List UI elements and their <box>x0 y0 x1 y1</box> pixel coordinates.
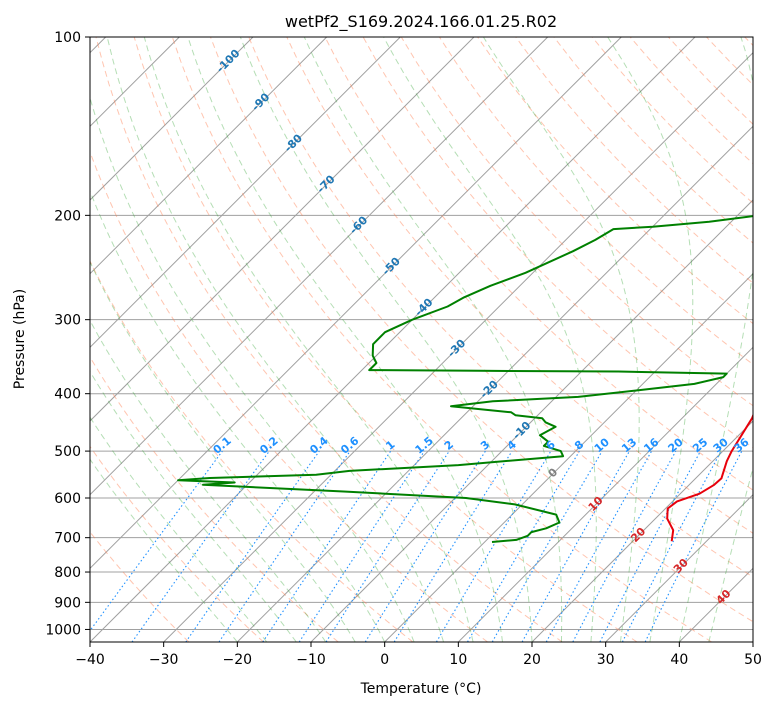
y-tick-label: 100 <box>54 30 81 46</box>
isotherm-line <box>163 51 753 642</box>
moist-adiabat-line <box>383 37 597 642</box>
isotherm-line <box>90 37 254 201</box>
moist-adiabat-line <box>678 37 753 642</box>
x-tick-label: −20 <box>223 652 253 668</box>
isotherm-lines <box>90 37 753 642</box>
dry-adiabat-line <box>90 445 264 642</box>
mixing-ratio-line <box>325 450 450 642</box>
dry-adiabat-line <box>90 356 339 642</box>
mixing-ratio-line <box>545 450 653 642</box>
y-tick-label: 200 <box>54 208 81 224</box>
isotherm-line <box>457 346 753 642</box>
dry-adiabat-line <box>248 37 753 578</box>
x-tick-label: 30 <box>597 652 615 668</box>
dry-adiabat-line <box>133 37 638 642</box>
y-tick-label: 900 <box>54 595 81 611</box>
x-tick-label: −30 <box>149 652 179 668</box>
mixing-ratio-line <box>572 450 677 642</box>
moist-adiabat-line <box>187 37 503 642</box>
y-tick-label: 700 <box>54 531 81 547</box>
profile-lines <box>177 215 753 543</box>
mixing-ratio-line <box>262 450 392 642</box>
moist-adiabat-line <box>90 319 327 642</box>
moist-adiabat-line <box>90 96 415 642</box>
isotherm-line <box>90 37 622 570</box>
plot-frame <box>89 36 754 643</box>
moist-adiabat-line <box>143 37 474 642</box>
temperature-profile-line <box>666 412 753 542</box>
y-tick-label: 1000 <box>45 622 81 638</box>
moist-adiabat-line <box>239 37 533 642</box>
dry-adiabat-line <box>90 259 414 642</box>
moist-adiabat-line <box>708 466 753 642</box>
dry-adiabat-line <box>515 37 753 284</box>
isotherm-line <box>384 272 753 642</box>
chart-title: wetPf2_S169.2024.166.01.25.R02 <box>285 12 557 32</box>
moist-adiabat-line <box>90 458 238 642</box>
isotherm-line <box>90 37 401 349</box>
x-axis-title: Temperature (°C) <box>360 681 482 697</box>
isotherm-line <box>531 420 753 642</box>
moist-adiabat-line <box>90 189 386 642</box>
horizontal-gridlines <box>90 37 753 630</box>
dry-adiabat-line <box>171 37 712 642</box>
x-tick-label: −10 <box>296 652 326 668</box>
dry-adiabats <box>90 37 753 642</box>
moist-adiabat-line <box>90 370 297 642</box>
y-axis-title: Pressure (hPa) <box>12 289 28 389</box>
mixing-ratio-line <box>644 450 743 642</box>
moist-adiabat-line <box>482 37 640 642</box>
isotherm-line <box>90 37 328 275</box>
mixing-ratio-line <box>185 450 320 642</box>
y-tick-label: 300 <box>54 313 81 329</box>
x-tick-label: 0 <box>380 652 389 668</box>
x-tick-label: 50 <box>744 652 762 668</box>
y-tick-label: 800 <box>54 565 81 581</box>
x-tick-label: −40 <box>75 652 105 668</box>
dry-adiabat-line <box>286 37 753 534</box>
y-tick-label: 500 <box>54 444 81 460</box>
dewpoint-profile-line <box>177 215 753 543</box>
dry-adiabat-line <box>324 37 753 491</box>
moist-adiabat-line <box>607 37 694 642</box>
x-tick-label: 10 <box>449 652 467 668</box>
isotherm-line <box>90 37 696 642</box>
mixing-ratio-line <box>393 450 513 642</box>
mixing-ratio-line <box>131 450 270 642</box>
dry-adiabat-line <box>95 37 563 642</box>
isotherm-line <box>236 125 753 642</box>
isotherm-line <box>90 37 549 496</box>
moist-adiabat-line <box>90 416 268 642</box>
mixing-ratio-line <box>521 450 630 642</box>
mixing-ratio-line <box>90 450 223 632</box>
axes: −40 −30 −20 −10 0 10 20 30 40 50 100 200 300 400 500 60… <box>45 30 762 668</box>
isotherm-line <box>90 37 475 422</box>
mixing-ratio-line <box>218 450 351 642</box>
y-tick-label: 400 <box>54 387 81 403</box>
moist-adiabat-line <box>303 37 563 642</box>
moist-adiabats <box>90 37 753 642</box>
dry-adiabat-line <box>210 37 753 623</box>
x-tick-label: 40 <box>670 652 688 668</box>
isotherm-line <box>605 493 753 642</box>
plot-area <box>90 37 753 642</box>
isotherm-line <box>310 199 753 642</box>
x-tick-label: 20 <box>523 652 541 668</box>
moist-adiabat-line <box>106 37 445 642</box>
y-tick-label: 600 <box>54 491 81 507</box>
